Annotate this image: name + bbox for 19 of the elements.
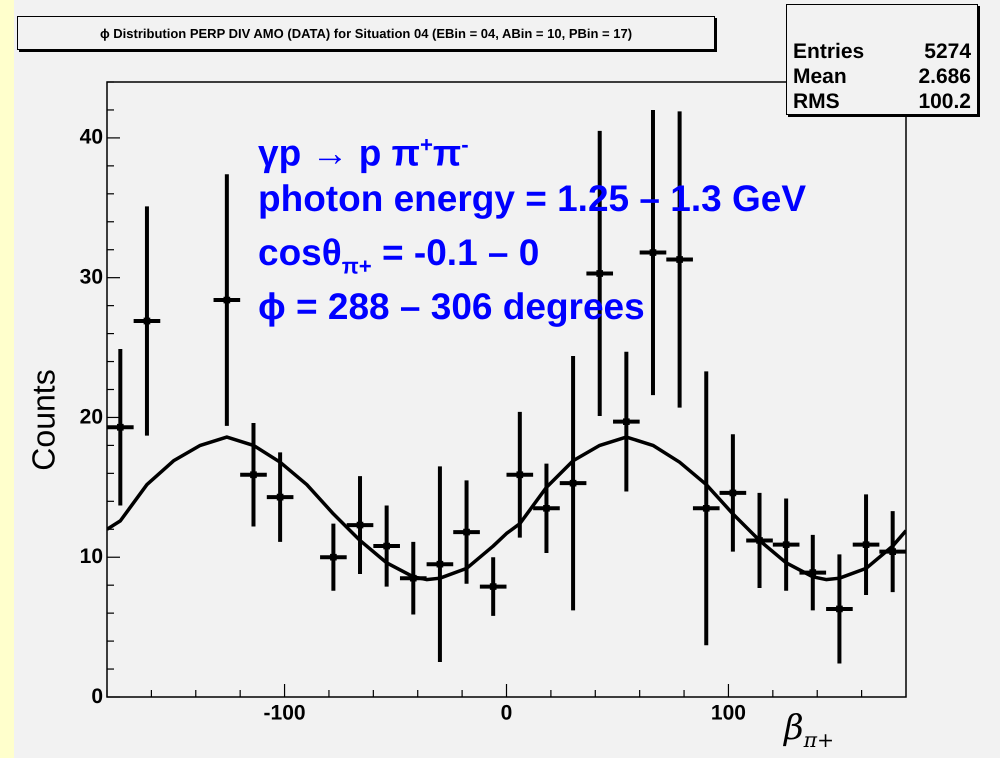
y-axis-title: Counts xyxy=(26,369,62,471)
y-tick-label: 0 xyxy=(91,684,103,708)
y-tick-label: 40 xyxy=(80,126,103,149)
x-tick-label: -100 xyxy=(264,701,306,724)
annotation: Mean xyxy=(792,64,848,89)
text: 5274 xyxy=(923,39,972,64)
y-tick-label: 10 xyxy=(80,545,103,568)
annotation: γp → p π$^{+}$π$^{-}$ xyxy=(258,131,470,174)
text: 2.686 xyxy=(917,64,972,89)
y-tick-label: 20 xyxy=(80,405,103,428)
x-tick-label: 0 xyxy=(500,701,512,724)
annotation: cosθ$_{π+}$ = -0.1 – 0 xyxy=(258,231,540,280)
text: 100.2 xyxy=(917,89,972,114)
x-axis-title: β$_{π+}$ xyxy=(784,708,834,752)
x-tick-label: 100 xyxy=(710,701,746,724)
chart-title: ϕ Distribution PERP DIV AMO (DATA) for Situation 04 (EBin = 04, ABin = 10, PBin = 17) xyxy=(17,16,715,50)
y-tick-label: 30 xyxy=(80,265,103,288)
text: Entries xyxy=(792,39,866,64)
annotation: RMS xyxy=(792,89,841,114)
